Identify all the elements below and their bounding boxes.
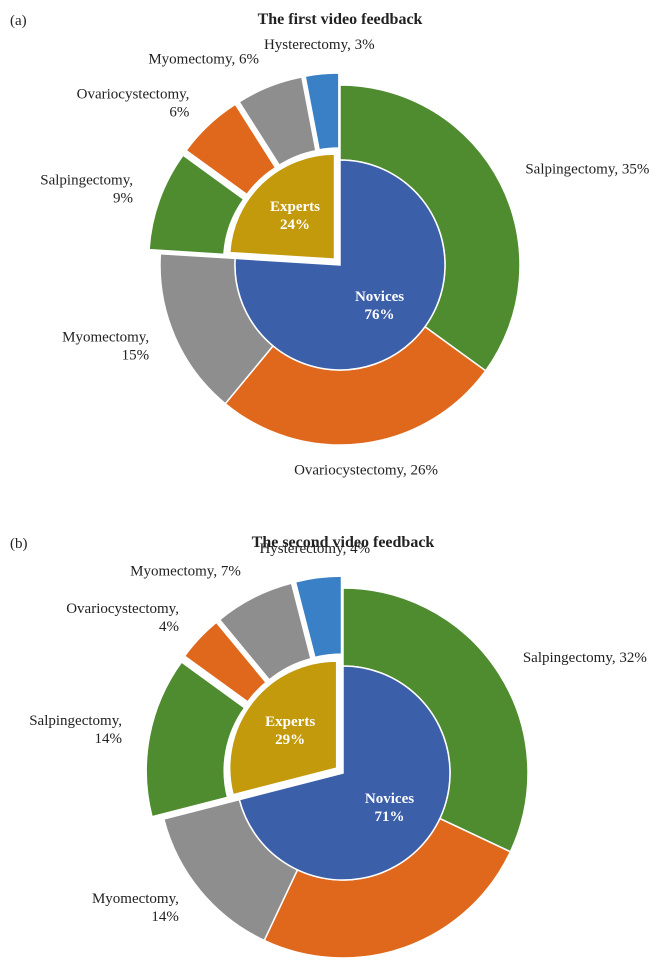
outer-slice bbox=[304, 72, 340, 151]
outer-label: Ovariocystectomy, 25% bbox=[415, 965, 559, 967]
outer-slice bbox=[183, 621, 268, 703]
inner-slice bbox=[228, 660, 338, 796]
outer-slice bbox=[218, 582, 312, 681]
outer-label: Myomectomy, 6% bbox=[148, 52, 259, 68]
outer-slice bbox=[238, 76, 317, 167]
outer-slice bbox=[185, 103, 277, 196]
outer-label: Salpingectomy, 14% bbox=[29, 713, 122, 747]
outer-slice bbox=[294, 575, 343, 659]
panel-label: (b) bbox=[10, 536, 28, 552]
outer-slice bbox=[145, 660, 246, 818]
inner-label: Experts 29% bbox=[265, 714, 315, 748]
outer-label: Ovariocystectomy, 4% bbox=[66, 601, 179, 635]
inner-label: Novices 71% bbox=[365, 792, 414, 826]
outer-label: Hysterectomy, 3% bbox=[264, 37, 375, 53]
inner-label: Novices 76% bbox=[355, 290, 404, 324]
chart-title: The first video feedback bbox=[258, 11, 423, 28]
inner-slice bbox=[238, 665, 451, 881]
outer-label: Salpingectomy, 32% bbox=[523, 650, 647, 666]
outer-label: Myomectomy, 15% bbox=[62, 330, 149, 364]
outer-label: Ovariocystectomy, 6% bbox=[77, 87, 190, 121]
outer-label: Salpingectomy, 9% bbox=[40, 173, 133, 207]
inner-slice bbox=[228, 153, 336, 260]
inner-label: Experts 24% bbox=[270, 200, 320, 234]
outer-label: Myomectomy, 14% bbox=[92, 891, 179, 925]
panel-label: (a) bbox=[10, 13, 27, 29]
outer-label: Myomectomy, 7% bbox=[130, 564, 241, 580]
outer-label: Hysterectomy, 4% bbox=[259, 541, 370, 557]
chart-title: The second video feedback bbox=[252, 534, 435, 551]
outer-slice bbox=[148, 154, 245, 256]
outer-label: Salpingectomy, 35% bbox=[525, 162, 649, 178]
outer-label: Ovariocystectomy, 26% bbox=[294, 463, 438, 479]
inner-slice bbox=[234, 159, 446, 371]
